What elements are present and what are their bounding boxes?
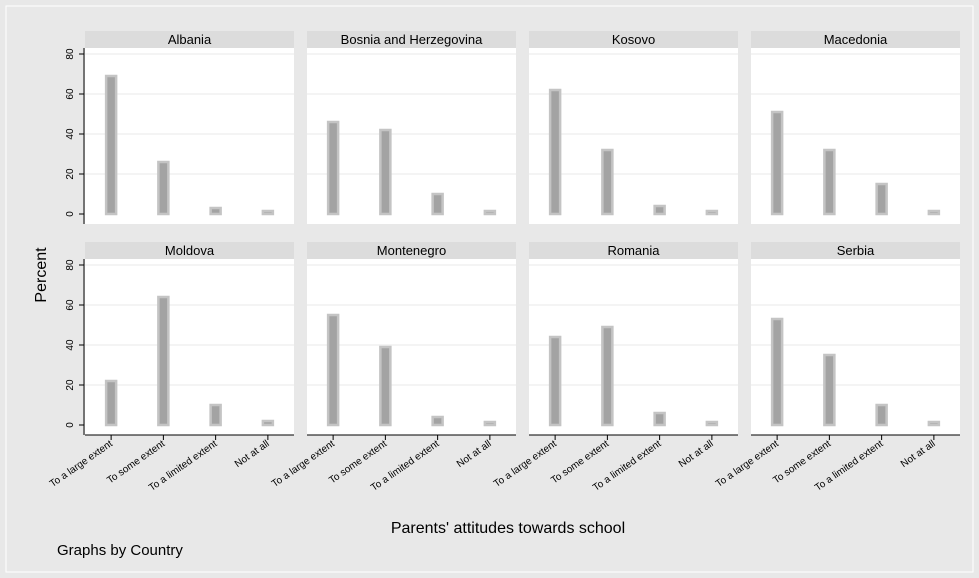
graphs-by-note: Graphs by Country [57, 542, 183, 559]
panel-macedonia: Macedonia [751, 31, 960, 224]
bar [261, 209, 275, 216]
x-axis-label: Parents' attitudes towards school [391, 520, 625, 537]
panel-strip [307, 242, 516, 259]
bar [431, 192, 444, 216]
bar [483, 420, 497, 427]
plot-area [85, 48, 294, 224]
panel-title: Bosnia and Herzegovina [341, 32, 483, 47]
y-tick-label: 0 [65, 422, 76, 428]
panel-title: Albania [168, 32, 212, 47]
y-tick-label: 0 [65, 211, 76, 217]
panel-strip [85, 242, 294, 259]
bar [209, 206, 222, 216]
bar [157, 295, 170, 427]
panel-strip [751, 242, 960, 259]
bar [548, 335, 562, 427]
y-tick-label: 60 [65, 299, 76, 311]
bar [927, 420, 941, 427]
bar [653, 411, 666, 427]
bar [705, 209, 719, 216]
bar [601, 325, 614, 427]
panel-title: Kosovo [612, 32, 655, 47]
panel-title: Serbia [837, 243, 875, 258]
panel-kosovo: Kosovo [529, 31, 738, 224]
bar [326, 120, 340, 216]
bar [104, 74, 118, 216]
plot-area [529, 259, 738, 435]
panel-strip [529, 31, 738, 48]
bar [823, 148, 836, 216]
bar [379, 128, 392, 216]
bar [927, 209, 941, 216]
y-tick-label: 20 [65, 379, 76, 391]
chart-inner-frame [5, 5, 974, 573]
bar [705, 420, 719, 427]
panel-bosnia-and-herzegovina: Bosnia and Herzegovina [307, 31, 516, 224]
plot-area [751, 48, 960, 224]
panel-strip [751, 31, 960, 48]
plot-area [751, 259, 960, 435]
y-tick-label: 80 [65, 259, 76, 271]
panel-title: Romania [607, 243, 660, 258]
y-tick-label: 40 [65, 339, 76, 351]
bar [601, 148, 614, 216]
panel-albania: Albania 0 20 40 60 80 [65, 31, 294, 224]
panel-strip [529, 242, 738, 259]
bar [875, 403, 888, 427]
y-axis-label: Percent [33, 247, 50, 303]
bar [770, 110, 784, 216]
y-tick-label: 40 [65, 128, 76, 140]
panel-title: Montenegro [377, 243, 446, 258]
plot-area [307, 259, 516, 435]
bar [823, 353, 836, 427]
bar [653, 204, 666, 216]
bar [326, 313, 340, 427]
bar [483, 209, 497, 216]
bar [209, 403, 222, 427]
bar [431, 415, 444, 427]
panel-title: Moldova [165, 243, 215, 258]
plot-area [307, 48, 516, 224]
plot-area [529, 48, 738, 224]
panel-strip [85, 31, 294, 48]
plot-area [85, 259, 294, 435]
bar [157, 160, 170, 216]
panel-title: Macedonia [824, 32, 888, 47]
bar [770, 317, 784, 427]
y-tick-label: 20 [65, 168, 76, 180]
bar [875, 182, 888, 216]
y-tick-label: 80 [65, 48, 76, 60]
bar [379, 345, 392, 427]
bar [548, 88, 562, 216]
bar [261, 419, 275, 427]
y-tick-label: 60 [65, 88, 76, 100]
panel-strip [307, 31, 516, 48]
panels-layer: Albania 0 20 40 60 80 Bosnia and Herzegovina Ko… [48, 31, 960, 494]
bar [104, 379, 118, 427]
